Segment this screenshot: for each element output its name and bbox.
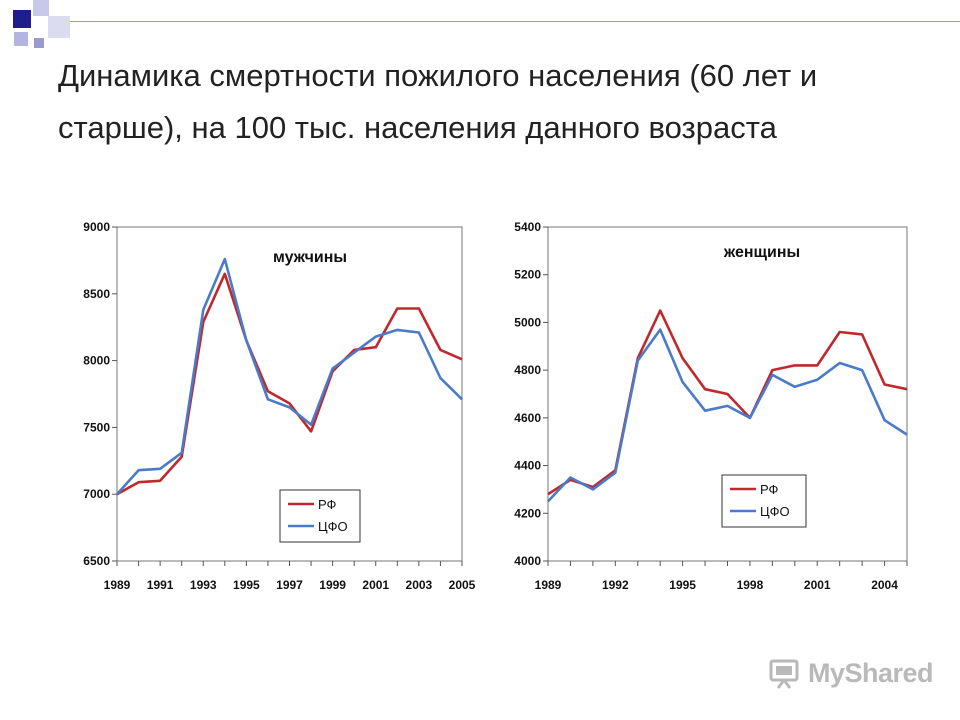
men-y-tick-label: 9000 (83, 220, 110, 234)
men-x-tick-label: 1999 (319, 578, 346, 592)
header-rule (70, 21, 960, 22)
men-y-tick-label: 7000 (83, 487, 110, 501)
women-x-tick-label: 2004 (871, 578, 898, 592)
women-chart-title: женщины (723, 244, 800, 261)
women-legend-box (721, 474, 807, 528)
men-y-tick-label: 8500 (83, 287, 110, 301)
men-series-line-rf (116, 272, 463, 496)
watermark-text: MyShared (808, 657, 934, 688)
men-x-tick-label: 1991 (147, 578, 174, 592)
women-x-tick-label: 1998 (737, 578, 764, 592)
men-x-tick-label: 1993 (190, 578, 217, 592)
women-y-tick-label: 5200 (514, 268, 541, 282)
corner-square-dark (13, 10, 31, 28)
men-x-tick-label: 2005 (449, 578, 476, 592)
women-y-tick-label: 4800 (514, 363, 541, 377)
slide-title: Динамика смертности пожилого населения (… (58, 58, 818, 145)
men-x-tick-label: 2001 (362, 578, 389, 592)
women-series-line-rf (547, 309, 908, 496)
watermark: MyShared (768, 655, 934, 691)
men-x-tick-label: 1997 (276, 578, 303, 592)
corner-square-light-left (14, 32, 28, 46)
men-x-tick-label: 2003 (406, 578, 433, 592)
women-x-tick-label: 1995 (669, 578, 696, 592)
women-y-tick-label: 5000 (514, 315, 541, 329)
corner-square-light-small (34, 38, 44, 48)
women-legend-label-cfo: ЦФО (760, 504, 790, 519)
women-series-line-cfo (547, 328, 908, 503)
men-y-tick-label: 8000 (83, 354, 110, 368)
women-x-tick-label: 2001 (804, 578, 831, 592)
corner-square-light-top (33, 0, 49, 16)
men-x-tick-label: 1995 (233, 578, 260, 592)
men-legend-box (279, 489, 361, 543)
men-series-line-cfo (116, 257, 463, 496)
women-y-tick-label: 4000 (514, 554, 541, 568)
presentation-icon (769, 659, 799, 689)
corner-square-light-mid (48, 16, 70, 38)
women-x-tick-label: 1992 (602, 578, 629, 592)
women-y-tick-label: 5400 (514, 220, 541, 234)
men-legend-label-rf: РФ (318, 497, 337, 512)
women-y-tick-label: 4200 (514, 506, 541, 520)
women-y-tick-label: 4400 (514, 459, 541, 473)
men-y-tick-label: 6500 (83, 554, 110, 568)
men-x-tick-label: 1989 (104, 578, 131, 592)
men-y-tick-label: 7500 (83, 420, 110, 434)
women-legend-label-rf: РФ (760, 482, 779, 497)
men-chart-title: мужчины (273, 249, 347, 266)
women-y-tick-label: 4600 (514, 411, 541, 425)
women-x-tick-label: 1989 (535, 578, 562, 592)
men-legend-label-cfo: ЦФО (318, 519, 348, 534)
